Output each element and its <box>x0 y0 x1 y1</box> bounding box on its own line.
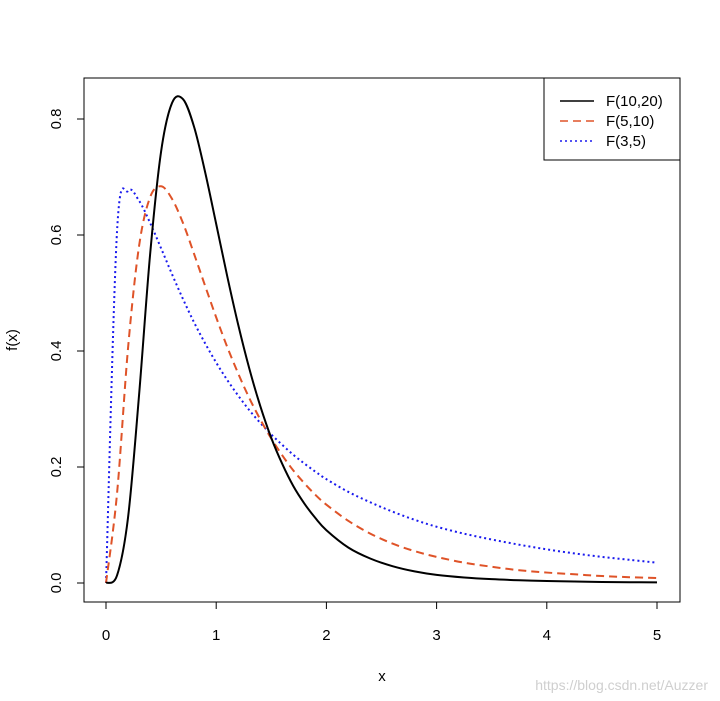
x-tick-label: 4 <box>543 627 551 644</box>
y-tick-label: 0.0 <box>48 573 65 594</box>
series-group <box>105 95 658 584</box>
x-tick-label: 0 <box>102 627 110 644</box>
y-tick-label: 0.8 <box>48 109 65 130</box>
legend-label: F(5,10) <box>606 113 654 130</box>
series-line-F(5,10) <box>105 185 658 584</box>
legend-label: F(3,5) <box>606 133 646 150</box>
y-tick-label: 0.6 <box>48 225 65 246</box>
legend-box <box>543 77 681 161</box>
x-axis-label: x <box>378 668 386 685</box>
legend: F(10,20) F(5,10) F(3,5) <box>543 77 681 161</box>
y-tick-label: 0.4 <box>48 341 65 362</box>
axes: 0 1 2 3 4 5 0.0 0.2 0.4 0.6 0.8 <box>48 109 661 644</box>
x-tick-label: 1 <box>212 627 220 644</box>
y-axis-label: f(x) <box>4 329 21 351</box>
legend-label: F(10,20) <box>606 93 663 110</box>
series-line-F(10,20) <box>105 95 658 584</box>
watermark: https://blog.csdn.net/Auzzer <box>535 677 708 693</box>
x-tick-label: 3 <box>432 627 440 644</box>
y-tick-label: 0.2 <box>48 457 65 478</box>
x-tick-label: 2 <box>322 627 330 644</box>
x-tick-label: 5 <box>653 627 661 644</box>
